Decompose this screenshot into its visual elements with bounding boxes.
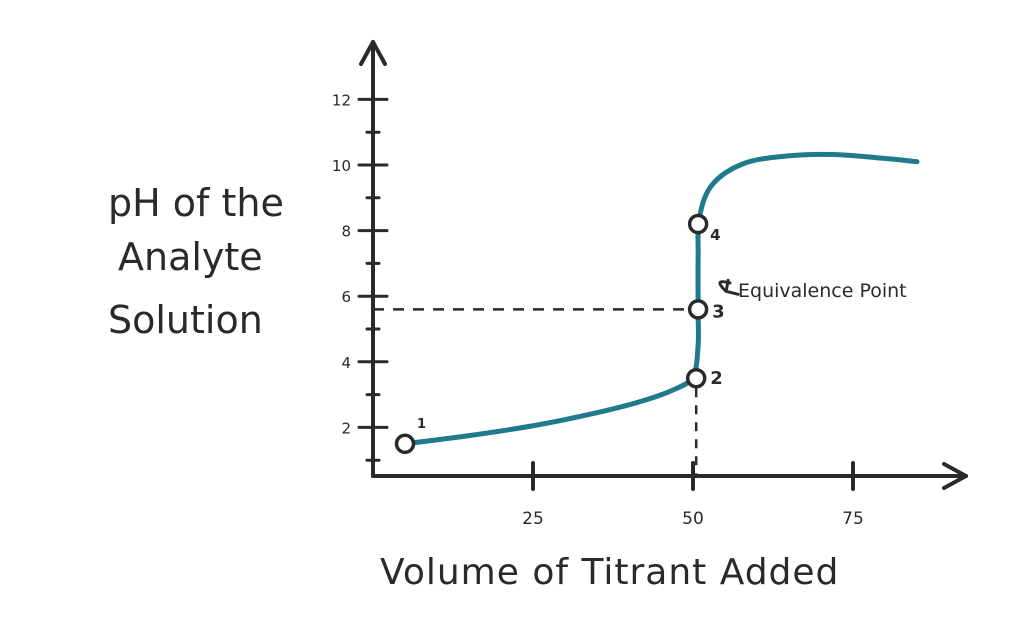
reference-lines xyxy=(373,308,698,476)
y-tick-label: 10 xyxy=(332,157,351,175)
y-tick-label: 2 xyxy=(341,419,351,437)
point-label-2: 2 xyxy=(710,368,723,389)
x-axis-arrowhead xyxy=(942,462,968,490)
y-tick-label: 8 xyxy=(341,223,351,241)
point-marker-3 xyxy=(687,299,709,320)
x-tick-label: 25 xyxy=(522,509,544,529)
point-label-1: 1 xyxy=(417,417,426,432)
y-axis-label-line-1: pH of the xyxy=(108,181,284,225)
point-label-3: 3 xyxy=(712,301,725,322)
point-marker-4 xyxy=(687,213,709,235)
point-label-4: 4 xyxy=(710,226,720,244)
annotation-arrow-group xyxy=(718,278,740,296)
point-marker-2 xyxy=(685,367,707,389)
annotation-arrowhead xyxy=(724,278,740,296)
marked-points: 1 2 3 4 xyxy=(394,213,725,455)
x-axis-label: Volume of Titrant Added xyxy=(380,552,839,593)
y-axis-label-line-2: Analyte xyxy=(118,235,263,279)
y-axis-arrowhead xyxy=(359,40,387,66)
x-tick-label: 50 xyxy=(682,509,704,529)
point-marker-1 xyxy=(394,433,416,455)
y-axis-label-line-3: Solution xyxy=(108,298,263,342)
x-tick-label: 75 xyxy=(842,509,864,529)
axes xyxy=(359,40,968,490)
y-tick-label: 4 xyxy=(341,354,351,372)
equivalence-point-annotation: Equivalence Point xyxy=(738,280,907,302)
y-tick-label: 12 xyxy=(332,91,351,109)
y-tick-label: 6 xyxy=(341,288,351,306)
